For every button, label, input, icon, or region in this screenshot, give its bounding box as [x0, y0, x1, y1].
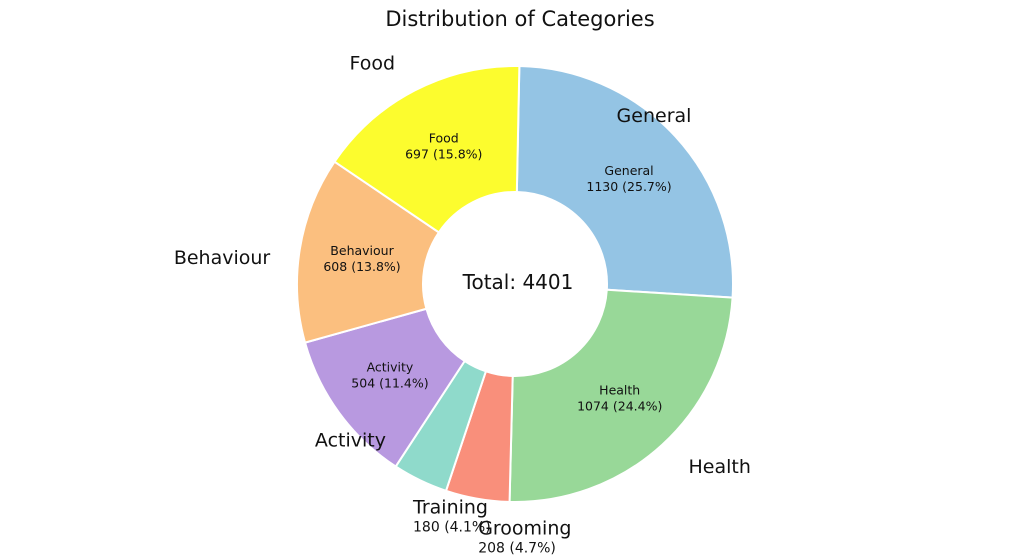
- inner-value-activity: 504 (11.4%): [351, 376, 428, 391]
- donut-slices: [296, 65, 734, 503]
- slice-behaviour: [296, 160, 441, 344]
- outer-label-behaviour: Behaviour: [174, 247, 271, 269]
- slice-health: [508, 288, 734, 503]
- outer-label-training: Training: [412, 496, 488, 518]
- outer-value-grooming: 208 (4.7%): [478, 540, 556, 556]
- slice-food: [333, 65, 521, 234]
- inner-label-activity: Activity: [367, 360, 414, 375]
- inner-value-health: 1074 (24.4%): [577, 398, 662, 413]
- inner-label-health: Health: [599, 382, 640, 397]
- outer-label-health: Health: [689, 456, 751, 478]
- center-total-label: Total: 4401: [462, 270, 574, 294]
- inner-label-general: General: [604, 163, 653, 178]
- chart-title: Distribution of Categories: [385, 7, 654, 31]
- outer-value-training: 180 (4.1%): [413, 519, 491, 535]
- inner-label-behaviour: Behaviour: [330, 243, 394, 258]
- outer-label-food: Food: [349, 53, 395, 75]
- inner-value-general: 1130 (25.7%): [586, 179, 671, 194]
- outer-label-activity: Activity: [315, 430, 386, 452]
- inner-value-behaviour: 608 (13.8%): [323, 259, 400, 274]
- slice-general: [515, 65, 734, 299]
- outer-label-general: General: [617, 105, 692, 127]
- inner-label-food: Food: [429, 130, 459, 145]
- outer-label-grooming: Grooming: [478, 517, 571, 539]
- inner-value-food: 697 (15.8%): [405, 146, 482, 161]
